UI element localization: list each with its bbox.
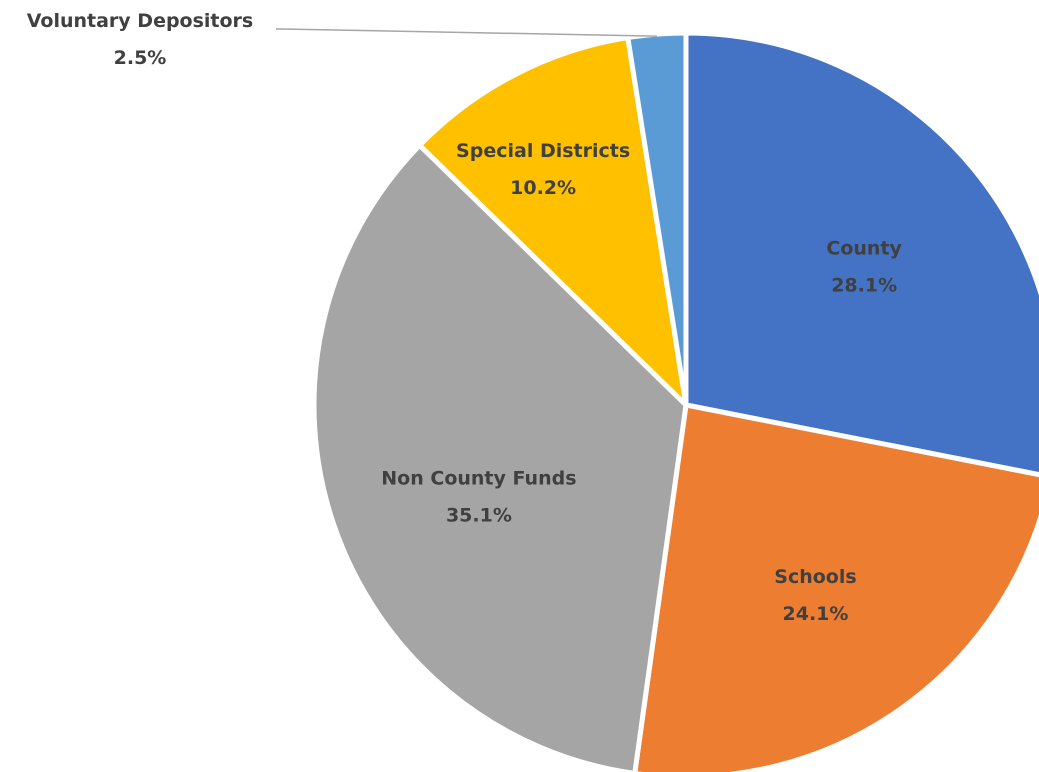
pie-slice-special-districts xyxy=(417,35,689,408)
pie-slice-schools xyxy=(632,402,1039,772)
slice-label-special-districts: Special Districts xyxy=(456,140,630,162)
slice-value-non-county-funds: 35.1% xyxy=(446,504,512,526)
pie-slice-voluntary-depositors xyxy=(625,30,689,408)
slice-value-special-districts: 10.2% xyxy=(510,177,576,199)
pie-slice-non-county-funds xyxy=(311,142,689,772)
slice-label-voluntary-depositors: Voluntary Depositors xyxy=(27,10,254,32)
callout-leader-line xyxy=(276,28,657,37)
slice-label-schools: Schools xyxy=(774,566,856,588)
slice-value-voluntary-depositors: 2.5% xyxy=(114,47,167,69)
slice-value-county: 28.1% xyxy=(831,275,897,297)
slice-value-schools: 24.1% xyxy=(783,603,849,625)
slice-label-non-county-funds: Non County Funds xyxy=(381,467,576,489)
slice-label-county: County xyxy=(826,238,902,260)
pie-slice-county xyxy=(683,30,1039,478)
